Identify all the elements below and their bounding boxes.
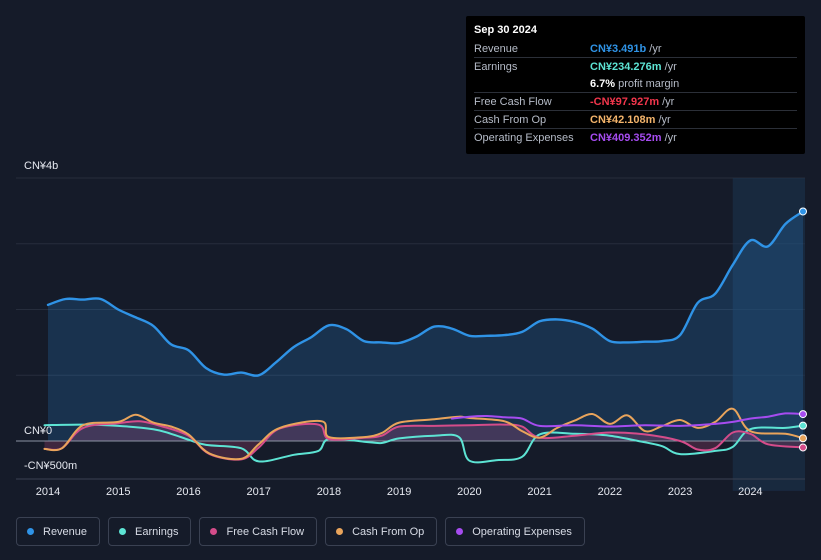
legend-item-earnings[interactable]: Earnings (108, 517, 192, 546)
x-tick-label: 2018 (317, 486, 341, 498)
tooltip-unit: /yr (662, 95, 675, 108)
marker-cash-from-op (799, 434, 807, 443)
tooltip-value: CN¥42.108m (590, 113, 656, 126)
legend-label: Earnings (135, 525, 179, 538)
tooltip-value: CN¥409.352m (590, 131, 662, 144)
tooltip-unit: /yr (664, 60, 677, 73)
legend-item-revenue[interactable]: Revenue (16, 517, 101, 546)
marker-operating-expenses (799, 410, 807, 419)
legend-label: Cash From Op (352, 525, 425, 538)
x-tick-label: 2022 (598, 486, 622, 498)
line-revenue (46, 210, 805, 377)
line-free-cash-flow (43, 420, 804, 461)
tooltip-unit: profit margin (618, 77, 680, 90)
series-areas (44, 211, 803, 460)
y-tick-label: CN¥0 (24, 425, 52, 437)
legend-dot-icon (336, 528, 344, 535)
area-revenue (48, 211, 803, 441)
chart-legend: Revenue Earnings Free Cash Flow Cash Fro… (16, 517, 585, 546)
tooltip-panel: Sep 30 2024 Revenue CN¥3.491b /yr Earnin… (466, 16, 805, 154)
legend-item-cash-from-op[interactable]: Cash From Op (325, 517, 438, 546)
tooltip-row-free-cash-flow: Free Cash Flow -CN¥97.927m /yr (474, 92, 797, 110)
line-cash-from-op (43, 407, 804, 461)
x-tick-label: 2016 (176, 486, 200, 498)
tooltip-key: Earnings (474, 60, 518, 73)
legend-dot-icon (119, 528, 127, 535)
highlight-band (732, 178, 805, 491)
line-earnings (43, 423, 804, 464)
tooltip-row-earnings: Earnings CN¥234.276m /yr (474, 57, 797, 75)
tooltip-row-revenue: Revenue CN¥3.491b /yr (474, 40, 797, 57)
legend-dot-icon (27, 528, 34, 535)
tooltip-unit: /yr (658, 113, 671, 126)
x-tick-label: 2014 (36, 486, 60, 498)
y-axis-labels: CN¥4b CN¥0 -CN¥500m (24, 160, 77, 472)
tooltip-value: CN¥234.276m (590, 60, 662, 73)
line-operating-expenses (450, 412, 804, 428)
x-tick-label: 2021 (527, 486, 551, 498)
tooltip-key: Cash From Op (474, 113, 547, 126)
tooltip-key: Revenue (474, 42, 519, 55)
x-tick-label: 2019 (387, 486, 411, 498)
marker-earnings (799, 421, 807, 430)
tooltip-value: 6.7% (590, 77, 616, 90)
legend-label: Operating Expenses (472, 525, 572, 538)
tooltip-key: Operating Expenses (474, 131, 574, 144)
x-tick-label: 2020 (457, 486, 481, 498)
legend-dot-icon (456, 528, 464, 535)
legend-dot-icon (210, 528, 218, 535)
tooltip-key: Free Cash Flow (474, 95, 552, 108)
legend-label: Free Cash Flow (226, 525, 305, 538)
tooltip-unit: /yr (664, 131, 677, 144)
series-end-markers (799, 207, 807, 452)
tooltip-row-profit-margin: 6.7% profit margin (474, 75, 797, 92)
tooltip-row-cash-from-op: Cash From Op CN¥42.108m /yr (474, 110, 797, 128)
x-tick-label: 2024 (738, 486, 762, 498)
y-tick-label: -CN¥500m (24, 460, 77, 472)
area-free-cash-flow (44, 421, 803, 460)
tooltip-value: -CN¥97.927m (590, 95, 660, 108)
x-tick-label: 2017 (246, 486, 270, 498)
tooltip-date: Sep 30 2024 (474, 24, 537, 36)
marker-free-cash-flow (799, 443, 807, 452)
marker-revenue (799, 207, 807, 216)
legend-item-free-cash-flow[interactable]: Free Cash Flow (199, 517, 318, 546)
tooltip-row-operating-expenses: Operating Expenses CN¥409.352m /yr (474, 128, 797, 146)
gridlines (16, 177, 805, 376)
x-tick-label: 2023 (668, 486, 692, 498)
tooltip-value: CN¥3.491b (590, 42, 647, 55)
legend-label: Revenue (43, 525, 88, 538)
tooltip-unit: /yr (649, 42, 662, 55)
x-axis-labels: 2014 2015 2016 2017 2018 2019 2020 2021 2022 2023… (36, 486, 763, 498)
series-lines (43, 210, 805, 464)
x-tick-label: 2015 (106, 486, 130, 498)
legend-item-operating-expenses[interactable]: Operating Expenses (445, 517, 585, 546)
y-tick-label: CN¥4b (24, 160, 58, 172)
